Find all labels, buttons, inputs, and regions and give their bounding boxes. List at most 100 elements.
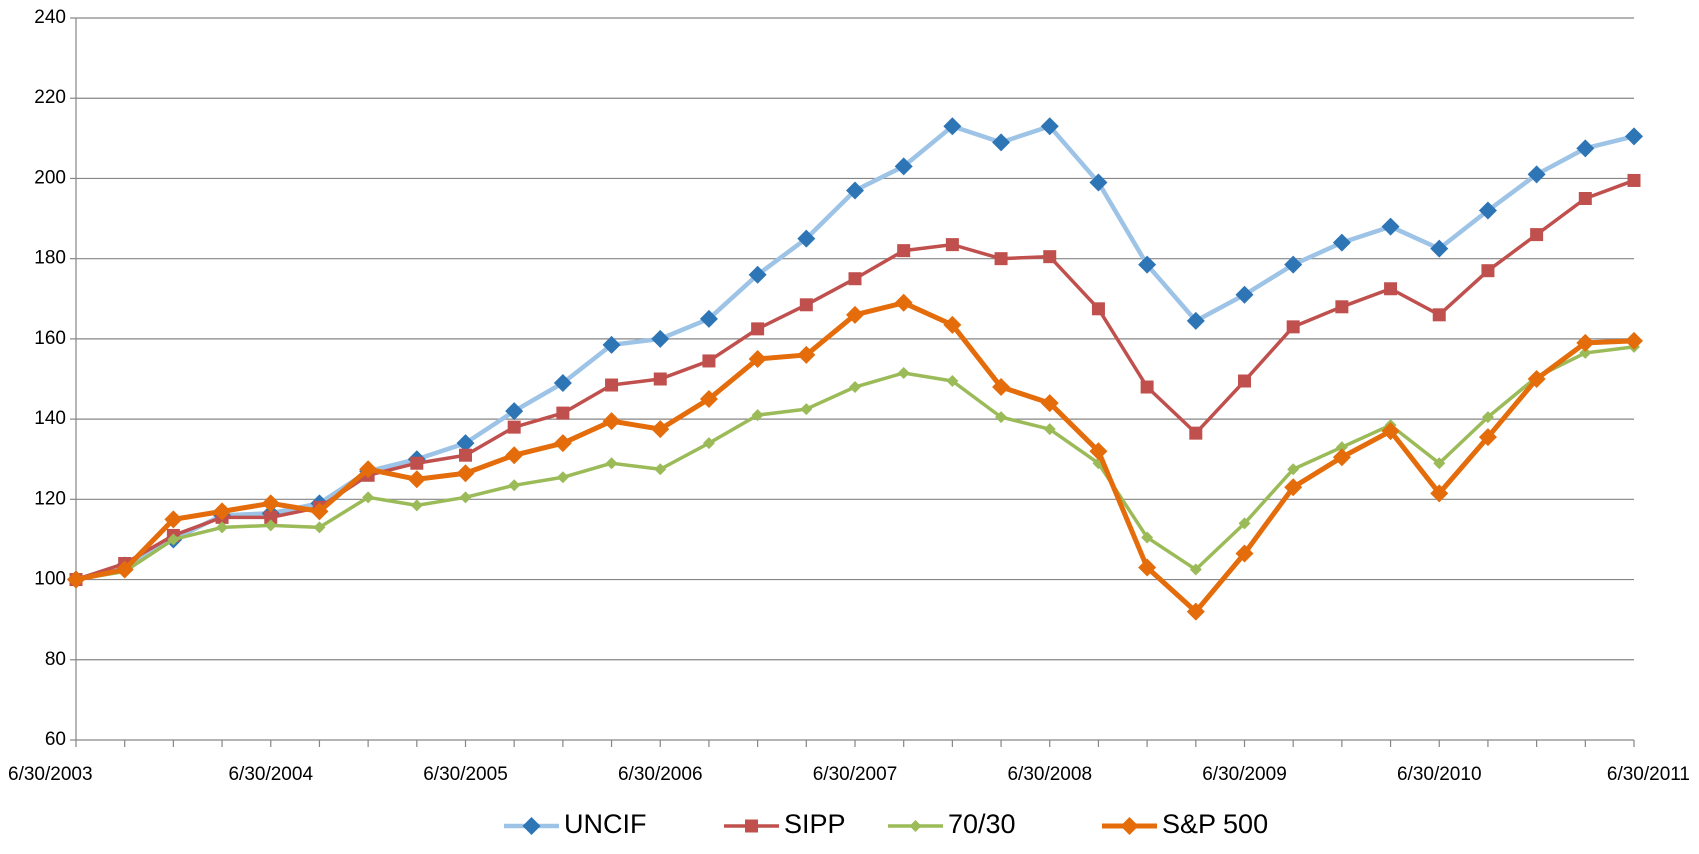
marker xyxy=(748,265,767,284)
marker xyxy=(992,378,1011,397)
series xyxy=(67,293,1643,621)
legend-item: UNCIF xyxy=(504,809,647,839)
marker xyxy=(407,470,426,489)
marker xyxy=(1481,411,1494,424)
marker xyxy=(894,157,913,176)
marker xyxy=(745,819,758,833)
marker xyxy=(1189,563,1202,576)
marker xyxy=(1481,264,1495,278)
marker xyxy=(1432,308,1446,322)
marker xyxy=(702,354,716,368)
marker xyxy=(505,446,524,465)
marker xyxy=(800,403,813,416)
marker xyxy=(1091,302,1105,316)
marker xyxy=(1332,233,1351,252)
marker xyxy=(1381,422,1400,441)
marker xyxy=(507,420,521,434)
marker xyxy=(1284,478,1303,497)
marker xyxy=(164,510,183,529)
marker xyxy=(556,406,570,420)
y-tick-label: 180 xyxy=(34,248,66,269)
marker xyxy=(1478,201,1497,220)
marker xyxy=(1625,331,1643,350)
y-tick-label: 240 xyxy=(34,7,66,28)
marker xyxy=(897,366,910,379)
marker xyxy=(362,491,375,504)
marker xyxy=(310,502,329,521)
series xyxy=(67,117,1643,589)
legend-label: 70/30 xyxy=(948,809,1016,839)
x-tick-label: 6/30/2010 xyxy=(1397,764,1482,785)
y-tick-label: 220 xyxy=(34,87,66,108)
marker xyxy=(1043,423,1056,436)
marker xyxy=(1235,544,1254,563)
marker xyxy=(1186,602,1205,621)
x-tick-label: 6/30/2009 xyxy=(1202,764,1287,785)
marker xyxy=(1579,346,1592,359)
marker xyxy=(651,420,670,439)
legend-label: S&P 500 xyxy=(1162,809,1268,839)
marker xyxy=(1141,531,1154,544)
marker xyxy=(653,372,667,386)
marker xyxy=(1433,457,1446,470)
marker xyxy=(1625,127,1643,146)
marker xyxy=(213,502,232,521)
series-line xyxy=(75,178,1635,582)
marker xyxy=(946,375,959,388)
marker xyxy=(1235,285,1254,304)
x-tick-label: 6/30/2008 xyxy=(1007,764,1092,785)
marker xyxy=(1286,320,1300,334)
marker xyxy=(605,457,618,470)
x-tick-label: 6/30/2005 xyxy=(423,764,508,785)
marker xyxy=(748,349,767,368)
legend-item: 70/30 xyxy=(888,809,1016,839)
marker xyxy=(1478,428,1497,447)
marker xyxy=(602,335,621,354)
marker xyxy=(1138,255,1157,274)
marker xyxy=(1430,239,1449,258)
marker xyxy=(1335,441,1348,454)
marker xyxy=(797,345,816,364)
marker xyxy=(651,329,670,348)
marker xyxy=(1089,442,1108,461)
marker xyxy=(1140,380,1154,394)
marker xyxy=(1186,311,1205,330)
marker xyxy=(459,448,472,462)
marker xyxy=(846,305,864,324)
y-tick-label: 120 xyxy=(34,488,66,509)
x-tick-label: 6/30/2006 xyxy=(618,764,703,785)
marker xyxy=(1138,558,1157,577)
marker xyxy=(1578,192,1592,205)
marker xyxy=(261,494,280,513)
marker xyxy=(943,117,962,136)
marker xyxy=(1576,139,1595,158)
x-tick-label: 6/30/2003 xyxy=(8,764,93,785)
marker xyxy=(1627,173,1641,187)
marker xyxy=(1238,517,1251,530)
marker xyxy=(909,820,922,832)
marker xyxy=(522,817,541,835)
y-tick-label: 80 xyxy=(45,649,66,670)
marker xyxy=(702,437,715,450)
marker xyxy=(846,181,864,200)
series xyxy=(69,173,1641,587)
marker xyxy=(897,244,911,258)
marker xyxy=(410,499,423,512)
marker xyxy=(553,374,572,393)
marker xyxy=(1527,165,1546,184)
marker xyxy=(459,491,472,504)
marker xyxy=(992,133,1011,152)
marker xyxy=(1576,333,1595,352)
marker xyxy=(848,272,862,286)
marker xyxy=(67,570,85,589)
marker xyxy=(556,471,569,484)
marker xyxy=(943,315,962,334)
legend-label: SIPP xyxy=(784,809,846,839)
marker xyxy=(1530,228,1544,242)
marker xyxy=(456,434,475,453)
y-tick-label: 60 xyxy=(45,729,66,750)
series xyxy=(70,340,1640,586)
marker xyxy=(654,463,667,476)
marker xyxy=(849,381,861,394)
